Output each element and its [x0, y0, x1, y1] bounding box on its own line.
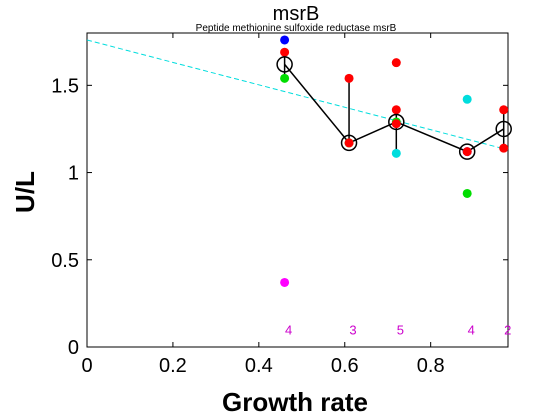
chart-title: msrB: [273, 3, 320, 25]
data-point: [392, 149, 401, 158]
x-tick-label: 0.4: [245, 355, 273, 377]
count-label: 4: [285, 323, 292, 338]
data-point: [345, 74, 354, 83]
x-tick-label: 0.8: [417, 355, 445, 377]
count-label: 3: [349, 323, 356, 338]
count-label: 5: [397, 323, 404, 338]
data-point: [345, 138, 354, 147]
x-tick-label: 0.6: [331, 355, 359, 377]
count-label: 2: [504, 323, 511, 338]
y-tick-label: 0: [68, 337, 79, 359]
data-point: [392, 119, 401, 128]
data-point: [280, 74, 289, 83]
count-label: 4: [468, 323, 475, 338]
chart-subtitle: Peptide methionine sulfoxide reductase m…: [196, 23, 397, 34]
data-point: [499, 105, 508, 114]
data-point: [280, 278, 289, 287]
data-point: [280, 35, 289, 44]
data-point: [463, 95, 472, 104]
x-tick-label: 0: [81, 355, 92, 377]
data-point: [280, 48, 289, 57]
y-tick-label: 1: [68, 163, 79, 185]
data-point: [499, 144, 508, 153]
data-point: [463, 147, 472, 156]
y-tick-label: 0.5: [51, 250, 79, 272]
y-tick-label: 1.5: [51, 75, 79, 97]
x-tick-label: 0.2: [159, 355, 187, 377]
data-point: [392, 105, 401, 114]
x-axis-label: Growth rate: [222, 387, 368, 417]
y-axis-label: U/L: [10, 171, 40, 213]
data-point: [392, 58, 401, 67]
data-point: [463, 189, 472, 198]
